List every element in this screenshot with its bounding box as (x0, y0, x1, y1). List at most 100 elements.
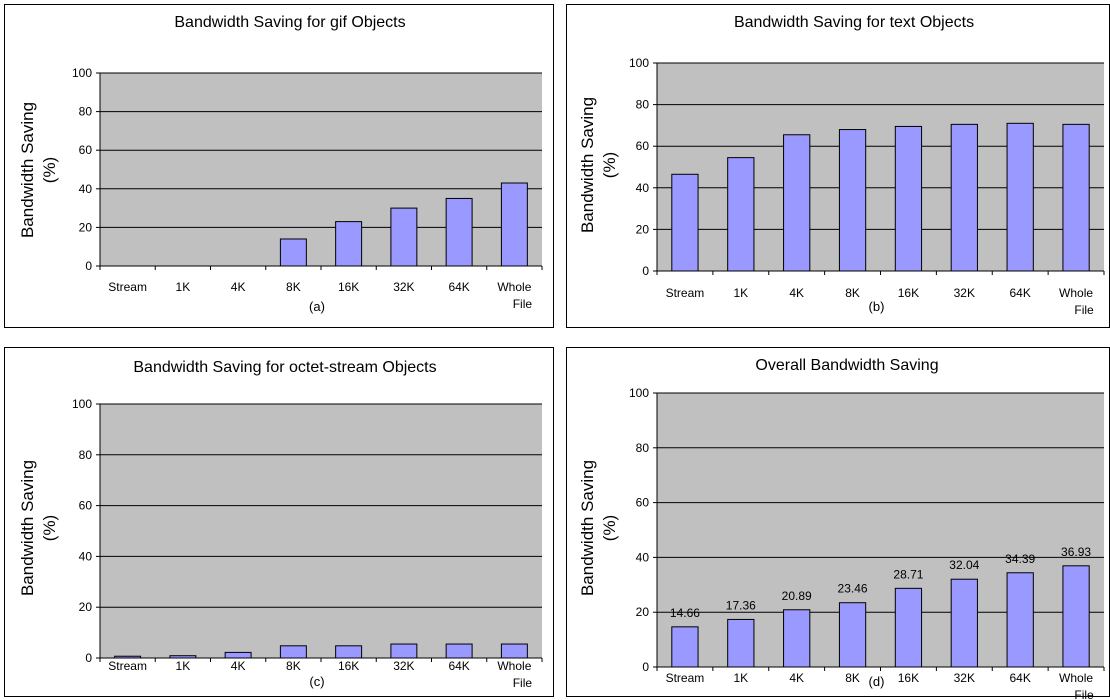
x-tick-label: 64K (448, 280, 469, 294)
chart-caption: (a) (309, 299, 325, 314)
x-tick-label: 64K (448, 659, 469, 673)
bar (445, 643, 473, 659)
x-tick-label-line: 64K (448, 280, 469, 294)
y-axis-title-line: Bandwidth Saving (578, 460, 597, 596)
x-tick-label-line: 4K (231, 280, 246, 294)
plot-area (657, 393, 1104, 667)
x-tick-label-line: 8K (286, 659, 301, 673)
x-tick-label: 4K (789, 286, 804, 300)
y-tick-label: 80 (636, 441, 650, 455)
x-tick-label: 32K (954, 286, 975, 300)
plot-area (657, 63, 1104, 271)
chart-a-svg: Bandwidth Saving for gif Objects 0 20 40 60 8… (18, 14, 543, 314)
bar (783, 609, 811, 668)
x-tick-label: 1K (733, 671, 748, 685)
y-axis-title: Bandwidth Saving (%) (578, 460, 619, 596)
x-tick-label: 32K (954, 671, 975, 685)
y-tick-label: 0 (642, 264, 649, 278)
x-tick-label: 4K (231, 659, 246, 673)
bar (114, 655, 142, 659)
x-tick-label: 1K (733, 286, 748, 300)
y-tick-label: 20 (636, 605, 650, 619)
y-tick-label: 60 (636, 139, 650, 153)
x-tick-label-line: File (1074, 303, 1094, 317)
x-tick-label-line: 16K (898, 286, 919, 300)
bar (279, 645, 307, 659)
y-tick-label: 60 (79, 499, 93, 513)
x-tick-label-line: 4K (789, 286, 804, 300)
x-tick-label: 1K (176, 280, 191, 294)
x-tick-label-line: 1K (176, 659, 191, 673)
x-tick-label-line: 32K (393, 659, 414, 673)
y-tick-label: 80 (636, 98, 650, 112)
x-tick-label: 8K (286, 280, 301, 294)
bar (169, 655, 197, 659)
bar (894, 125, 923, 272)
y-axis-title: Bandwidth Saving (%) (18, 460, 59, 596)
y-tick-label: 40 (636, 550, 650, 564)
x-tick-label-line: 16K (338, 659, 359, 673)
bar (783, 134, 811, 272)
y-axis-title-line: (%) (600, 152, 619, 178)
x-tick-label: 8K (845, 671, 860, 685)
y-tick-label: 40 (79, 182, 93, 196)
data-label: 34.39 (1005, 552, 1035, 566)
bar (950, 123, 978, 272)
y-axis-title-line: Bandwidth Saving (18, 102, 37, 238)
bar (500, 182, 528, 267)
bar (727, 157, 755, 272)
y-tick-label: 40 (636, 181, 650, 195)
chart-b-svg: Bandwidth Saving for text Objects 0 20 40 60… (578, 14, 1105, 317)
x-tick-label-line: 64K (1010, 671, 1031, 685)
bar (950, 578, 978, 668)
bar (727, 618, 755, 668)
x-tick-label: 4K (231, 280, 246, 294)
x-tick-label-line: Stream (666, 671, 705, 685)
bar (445, 197, 473, 267)
chart-title: Bandwidth Saving for gif Objects (174, 14, 405, 31)
x-tick-label-line: File (513, 676, 533, 690)
bar (279, 238, 307, 267)
chart-panel-a: Bandwidth Saving for gif Objects 0 20 40 60 8… (4, 4, 554, 328)
y-axis-title-line: Bandwidth Saving (578, 97, 597, 233)
x-tick-label-line: 16K (338, 280, 359, 294)
y-tick-label: 40 (79, 549, 93, 563)
y-tick-label: 20 (79, 600, 93, 614)
x-tick-label: 64K (1010, 286, 1031, 300)
bar (1062, 123, 1090, 272)
chart-d-svg: Overall Bandwidth Saving 0 20 40 60 80 100 Stre… (578, 357, 1105, 700)
chart-c-svg: Bandwidth Saving for octet-stream Object… (18, 359, 543, 690)
data-label: 32.04 (949, 558, 979, 572)
x-tick-label: 16K (338, 659, 359, 673)
x-tick-label-line: 4K (789, 671, 804, 685)
y-tick-label: 100 (72, 66, 92, 80)
y-axis-title-line: (%) (600, 515, 619, 541)
y-axis-title-line: (%) (40, 157, 59, 183)
bar (1062, 565, 1090, 668)
x-tick-label-line: 1K (733, 286, 748, 300)
x-tick-label: Stream (108, 659, 147, 673)
x-tick-label-line: 8K (845, 286, 860, 300)
x-tick-label-line: Stream (108, 280, 147, 294)
data-label: 28.71 (893, 567, 923, 581)
bar (1006, 122, 1034, 272)
x-tick-label-line: 32K (954, 286, 975, 300)
x-tick-label: Stream (666, 671, 705, 685)
data-label: 36.93 (1061, 545, 1091, 559)
y-tick-label: 20 (79, 220, 93, 234)
y-axis-title-line: Bandwidth Saving (18, 460, 37, 596)
x-tick-label: Whole File (497, 280, 532, 311)
x-tick-label-line: 1K (733, 671, 748, 685)
x-tick-label-line: Whole (497, 280, 531, 294)
y-tick-label: 100 (629, 56, 649, 70)
x-tick-label-line: File (513, 297, 533, 311)
y-tick-label: 0 (642, 660, 649, 674)
x-tick-label-line: 8K (286, 280, 301, 294)
x-tick-label-line: 4K (231, 659, 246, 673)
x-tick-label-line: 8K (845, 671, 860, 685)
x-tick-label: 16K (898, 671, 919, 685)
bar (390, 207, 418, 267)
x-tick-label: 16K (898, 286, 919, 300)
bar (390, 643, 418, 659)
chart-caption: (c) (309, 674, 324, 689)
